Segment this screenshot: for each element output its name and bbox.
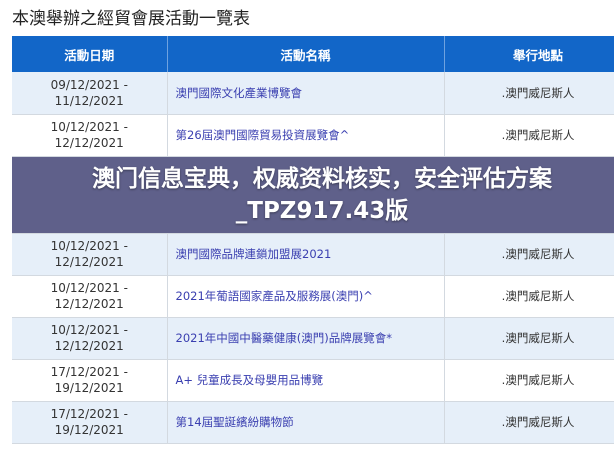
events-table: 活動日期 活動名稱 舉行地點 09/12/2021 -11/12/2021 澳門… xyxy=(12,36,614,444)
event-location: .澳門威尼斯人 xyxy=(444,359,614,402)
event-date: 10/12/2021 - 12/12/2021 xyxy=(12,233,168,276)
end-date: 12/12/2021 xyxy=(54,136,124,150)
table-row: 17/12/2021 - 19/12/2021 A+ 兒童成長及母嬰用品博覽 .澳… xyxy=(12,359,614,402)
banner-cell: 澳门信息宝典，权威资料核实，安全评估方案 _TPZ917.43版 xyxy=(12,156,614,234)
start-date: 10/12/2021 - xyxy=(50,239,128,253)
event-date: 17/12/2021 - 19/12/2021 xyxy=(12,359,168,402)
start-date: 10/12/2021 - xyxy=(50,323,128,337)
event-name-link[interactable]: A+ 兒童成長及母嬰用品博覽 xyxy=(167,359,445,402)
page-title: 本澳舉辦之經貿會展活動一覽表 xyxy=(12,9,250,29)
event-location: .澳門威尼斯人 xyxy=(444,233,614,276)
end-date: 19/12/2021 xyxy=(54,423,124,437)
start-date: 09/12/2021 - xyxy=(50,77,128,92)
event-name-link[interactable]: 澳門國際品牌連鎖加盟展2021 xyxy=(167,233,445,276)
end-date: 11/12/2021 xyxy=(54,93,124,108)
table-row: 10/12/2021 -12/12/2021 第26屆澳門國際貿易投資展覽會^ … xyxy=(12,114,614,157)
header-date: 活動日期 xyxy=(12,36,168,72)
start-date: 10/12/2021 - xyxy=(50,120,128,134)
event-name-link[interactable]: 2021年葡語國家產品及服務展(澳門)^ xyxy=(167,275,445,318)
table-row: 10/12/2021 - 12/12/2021 2021年中國中醫藥健康(澳門)品… xyxy=(12,317,614,360)
event-location: .澳門威尼斯人 xyxy=(444,114,614,157)
banner-line-2: _TPZ917.43版 xyxy=(235,197,409,224)
event-date: 10/12/2021 - 12/12/2021 xyxy=(12,275,168,318)
end-date: 12/12/2021 xyxy=(54,339,124,353)
banner-line-1: 澳门信息宝典，权威资料核实，安全评估方案 xyxy=(92,165,552,192)
event-date: 10/12/2021 - 12/12/2021 xyxy=(12,114,168,157)
header-location: 舉行地點 xyxy=(444,36,614,72)
event-date: 10/12/2021 - 12/12/2021 xyxy=(12,317,168,360)
event-name-link[interactable]: 澳門國際文化產業博覽會 xyxy=(167,72,445,115)
event-location: .澳門威尼斯人 xyxy=(444,401,614,444)
table-row: 09/12/2021 -11/12/2021 澳門國際文化產業博覽會 .澳門威尼… xyxy=(12,72,614,115)
table-header: 活動日期 活動名稱 舉行地點 xyxy=(12,36,614,72)
event-date: 17/12/2021 - 19/12/2021 xyxy=(12,401,168,444)
event-name-link[interactable]: 第26屆澳門國際貿易投資展覽會^ xyxy=(167,114,445,157)
event-date: 09/12/2021 -11/12/2021 xyxy=(12,72,168,115)
end-date: 12/12/2021 xyxy=(54,297,124,311)
event-location: .澳門威尼斯人 xyxy=(444,275,614,318)
start-date: 10/12/2021 - xyxy=(50,281,128,295)
end-date: 12/12/2021 xyxy=(54,255,124,269)
event-location: .澳門威尼斯人 xyxy=(444,317,614,360)
overlay-banner: 澳门信息宝典，权威资料核实，安全评估方案 _TPZ917.43版 xyxy=(12,156,614,234)
table-row: 10/12/2021 - 12/12/2021 2021年葡語國家產品及服務展(澳… xyxy=(12,275,614,318)
event-name-link[interactable]: 第14屆聖誕繽紛購物節 xyxy=(167,401,445,444)
event-location: .澳門威尼斯人 xyxy=(444,72,614,115)
start-date: 17/12/2021 - xyxy=(50,407,128,421)
start-date: 17/12/2021 - xyxy=(50,365,128,379)
event-name-link[interactable]: 2021年中國中醫藥健康(澳門)品牌展覽會* xyxy=(167,317,445,360)
end-date: 19/12/2021 xyxy=(54,381,124,395)
table-row: 10/12/2021 - 12/12/2021 澳門國際品牌連鎖加盟展2021 .… xyxy=(12,233,614,276)
header-name: 活動名稱 xyxy=(167,36,445,72)
table-row: 17/12/2021 - 19/12/2021 第14屆聖誕繽紛購物節 .澳門威尼… xyxy=(12,401,614,444)
